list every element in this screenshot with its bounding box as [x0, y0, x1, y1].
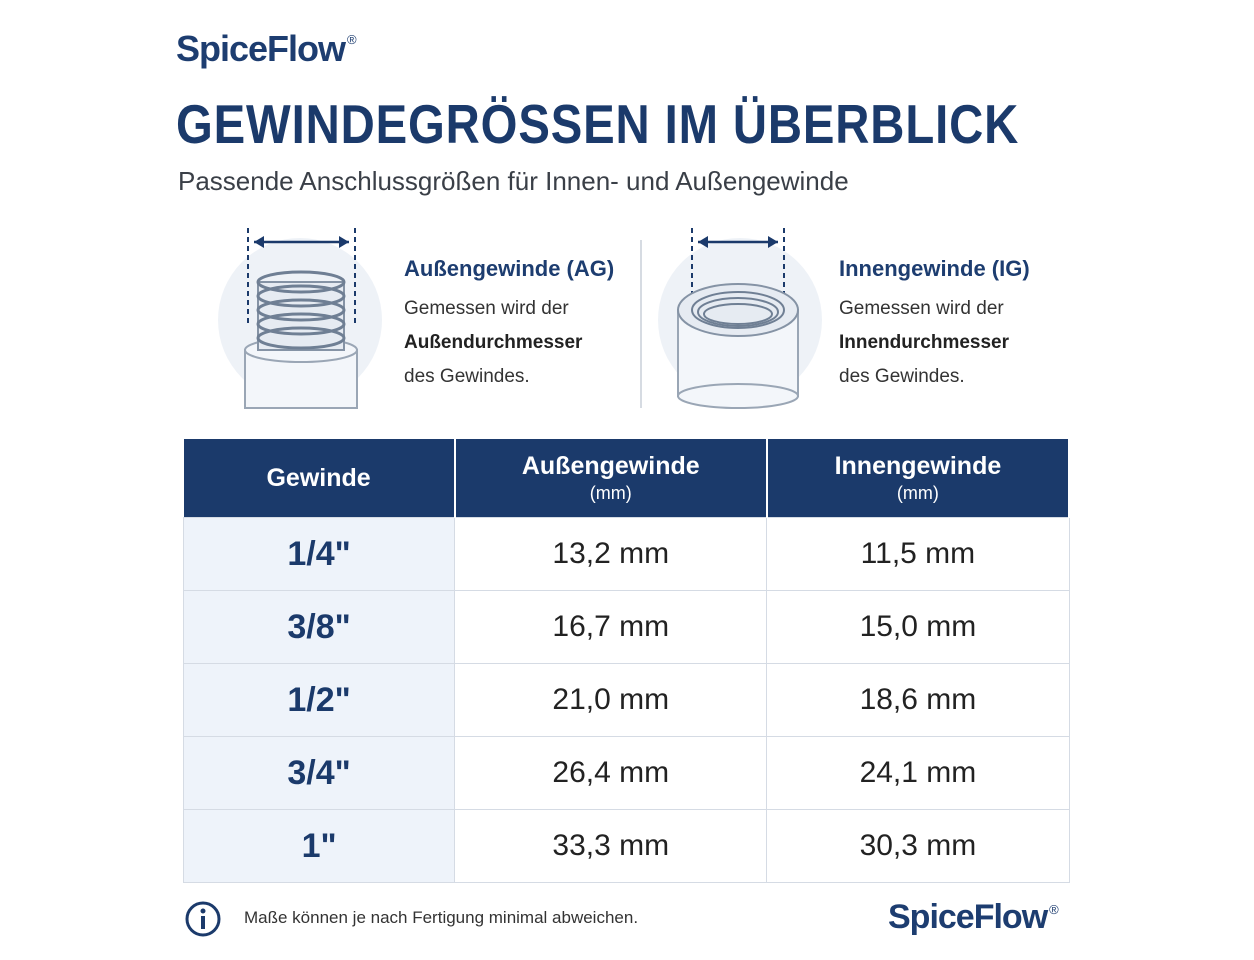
info-text-before: Gemessen wird der [404, 298, 569, 319]
info-text-bold: Innendurchmesser [839, 332, 1009, 353]
diameter-cell: 30,3 mm [766, 809, 1070, 883]
brand-name: SpiceFlow [176, 28, 346, 69]
thread-size: 3/8" [182, 590, 456, 664]
footer-note: Maße können je nach Fertigung minimal ab… [244, 908, 639, 927]
size-table: Gewinde Außengewinde (mm) Innengewinde (mm) … [182, 439, 1071, 883]
info-text-before: Gemessen wird der [839, 298, 1004, 319]
diameter-cell: 21,0 mm [454, 663, 768, 737]
info-text-after: des Gewindes. [404, 366, 530, 387]
header-label: Gewinde [266, 463, 371, 492]
info-title: Innengewinde (IG) [839, 256, 1030, 281]
table-row: 1/4" 13,2 mm 11,5 mm [182, 517, 1070, 591]
column-header: Außengewinde (mm) [454, 439, 768, 518]
diameter-cell: 33,3 mm [454, 809, 768, 883]
diameter-cell: 11,5 mm [766, 517, 1070, 591]
diameter-cell: 15,0 mm [766, 590, 1070, 664]
column-header: Gewinde [183, 439, 456, 518]
diameter-cell: 26,4 mm [454, 736, 768, 810]
info-text-bold: Außendurchmesser [404, 332, 583, 353]
brand-mark: ® [347, 32, 357, 47]
info-icon [185, 901, 221, 937]
header-label: Innengewinde [834, 452, 1002, 480]
info-internal: Innengewinde (IG) Gemessen wird der Innen… [839, 256, 1030, 394]
thread-size: 1/4" [182, 517, 456, 591]
subtitle: Passende Anschlussgrößen für Innen- und … [178, 166, 849, 196]
thread-size: 3/4" [182, 736, 456, 810]
table-row: 3/4" 26,4 mm 24,1 mm [182, 736, 1070, 810]
diameter-cell: 18,6 mm [766, 663, 1070, 737]
column-header: Innengewinde (mm) [766, 439, 1071, 518]
header-unit: (mm) [589, 483, 632, 503]
info-text: Gemessen wird der Innendurchmesser des Gew… [839, 292, 1030, 394]
header-label: Außengewinde [521, 452, 700, 480]
info-text-after: des Gewindes. [839, 366, 965, 387]
diameter-cell: 24,1 mm [766, 736, 1070, 810]
divider [640, 240, 642, 408]
brand: SpiceFlow ® [176, 28, 357, 70]
header-row: Gewinde Außengewinde (mm) Innengewinde (mm) [183, 439, 1071, 518]
table-row: 1" 33,3 mm 30,3 mm [182, 809, 1070, 883]
diameter-cell: 13,2 mm [454, 517, 768, 591]
brand-name: SpiceFlow [888, 898, 1048, 936]
table-row: 3/8" 16,7 mm 15,0 mm [182, 590, 1070, 664]
thread-size: 1/2" [182, 663, 456, 737]
external-thread-icon [218, 228, 382, 409]
header-unit: (mm) [896, 483, 939, 503]
diameter-cell: 16,7 mm [454, 590, 768, 664]
title: GEWINDEGRÖSSEN IM ÜBERBLICK [176, 93, 1020, 155]
footer-brand: SpiceFlow ® [888, 898, 1059, 937]
table-body: 1/4" 13,2 mm 11,5 mm 3/8" 16,7 mm 15,0 mm 1/2"… [182, 517, 1070, 883]
brand-mark: ® [1049, 902, 1059, 917]
info-title: Außengewinde (AG) [404, 256, 615, 281]
table-row: 1/2" 21,0 mm 18,6 mm [182, 663, 1070, 737]
info-external: Außengewinde (AG) Gemessen wird der Außen… [404, 256, 614, 394]
info-text: Gemessen wird der Außendurchmesser des Gew… [404, 292, 614, 394]
internal-thread-icon [658, 228, 822, 409]
thread-size: 1" [182, 809, 456, 883]
